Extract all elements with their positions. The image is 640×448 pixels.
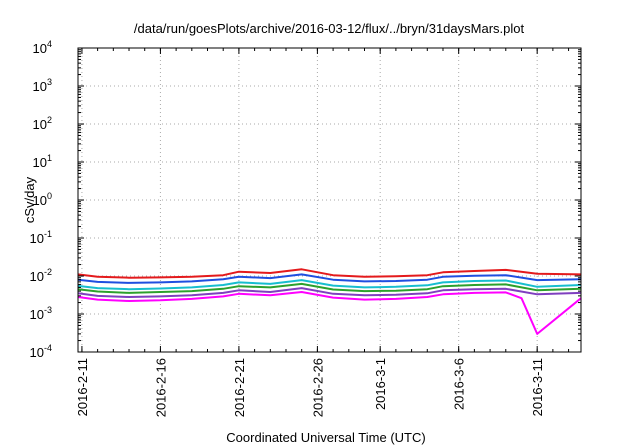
x-tick-label: 2016-2-26 bbox=[310, 358, 325, 417]
y-tick-label: 10-3 bbox=[30, 305, 52, 322]
series-line bbox=[77, 273, 582, 284]
chart-title: /data/run/goesPlots/archive/2016-03-12/f… bbox=[134, 21, 525, 36]
x-tick-label: 2016-3-6 bbox=[452, 358, 467, 410]
y-tick-label: 10-2 bbox=[30, 267, 52, 284]
series-line bbox=[77, 291, 582, 335]
y-tick-label: 103 bbox=[33, 77, 52, 94]
x-tick-label: 2016-2-21 bbox=[232, 358, 247, 417]
y-tick-label: 104 bbox=[33, 39, 52, 56]
x-tick-label: 2016-3-11 bbox=[530, 358, 545, 416]
y-tick-label: 10-1 bbox=[30, 229, 52, 246]
y-axis-label: cSv/day bbox=[22, 176, 37, 223]
y-tick-label: 100 bbox=[33, 191, 52, 208]
grid-layer bbox=[78, 48, 581, 352]
series-layer bbox=[77, 268, 582, 335]
axis-layer: 10-4 10-3 10-2 10-1 100 101 102 103 104 2016-2-11… bbox=[30, 39, 581, 417]
series-line bbox=[77, 268, 582, 279]
series-line bbox=[77, 282, 582, 294]
series-line bbox=[77, 287, 582, 298]
x-tick-label: 2016-2-16 bbox=[153, 358, 168, 417]
y-tick-label: 10-4 bbox=[30, 343, 52, 360]
plot-frame bbox=[77, 47, 582, 353]
x-tick-label: 2016-3-1 bbox=[373, 358, 388, 410]
x-tick-label: 2016-2-11 bbox=[75, 358, 90, 416]
series-line bbox=[77, 279, 582, 291]
x-axis-label: Coordinated Universal Time (UTC) bbox=[226, 430, 425, 445]
y-tick-label: 102 bbox=[33, 115, 52, 132]
y-tick-label: 101 bbox=[33, 153, 52, 170]
